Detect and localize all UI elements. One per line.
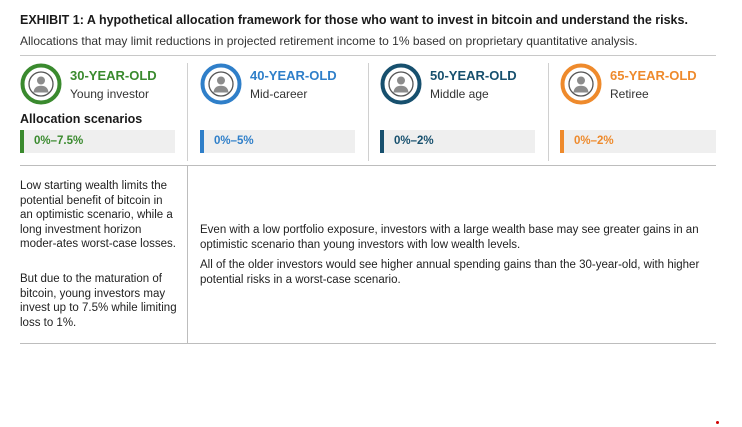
allocation-range-30: 0%–7.5% [20, 130, 175, 153]
allocation-range-value: 0%–2% [394, 135, 434, 147]
profile-column-30: 30-YEAR-OLD Young investor [20, 56, 180, 166]
user-icon [200, 63, 242, 105]
profile-column-65: 65-YEAR-OLD Retiree [560, 56, 720, 166]
range-accent-bar [20, 130, 24, 153]
allocation-range-50: 0%–2% [380, 130, 535, 153]
column-divider [187, 63, 188, 161]
older-investor-note-2: All of the older investors would see hig… [200, 259, 700, 286]
young-investor-note-2: But due to the maturation of bitcoin, yo… [20, 273, 177, 329]
allocation-range-40: 0%–5% [200, 130, 355, 153]
allocation-range-value: 0%–5% [214, 135, 254, 147]
header-divider [20, 55, 716, 56]
allocation-scenarios-label: Allocation scenarios [20, 112, 143, 126]
allocation-range-65: 0%–2% [560, 130, 716, 153]
profile-column-50: 50-YEAR-OLD Middle age [380, 56, 540, 166]
profile-stage: Middle age [430, 87, 489, 101]
young-investor-note: Low starting wealth limits the potential… [20, 180, 176, 250]
profile-age: 30-YEAR-OLD [70, 68, 157, 83]
notes-column-divider [187, 166, 188, 343]
allocation-range-value: 0%–7.5% [34, 135, 84, 147]
older-investor-note: Even with a low portfolio exposure, inve… [200, 224, 699, 251]
exhibit-title: EXHIBIT 1: A hypothetical allocation fra… [20, 13, 688, 27]
profile-stage: Young investor [70, 87, 149, 101]
decorative-dot [716, 421, 719, 424]
exhibit-subtitle: Allocations that may limit reductions in… [20, 34, 638, 48]
profile-column-40: 40-YEAR-OLD Mid-career [200, 56, 370, 166]
section-divider [20, 165, 716, 166]
profile-stage: Retiree [610, 87, 649, 101]
allocation-range-value: 0%–2% [574, 135, 614, 147]
user-icon [20, 63, 62, 105]
bottom-divider [20, 343, 716, 344]
profile-stage: Mid-career [250, 87, 308, 101]
profile-age: 65-YEAR-OLD [610, 68, 697, 83]
user-icon [560, 63, 602, 105]
profile-age: 40-YEAR-OLD [250, 68, 337, 83]
column-divider [368, 63, 369, 161]
user-icon [380, 63, 422, 105]
range-accent-bar [200, 130, 204, 153]
column-divider [548, 63, 549, 161]
profile-age: 50-YEAR-OLD [430, 68, 517, 83]
range-accent-bar [560, 130, 564, 153]
range-accent-bar [380, 130, 384, 153]
